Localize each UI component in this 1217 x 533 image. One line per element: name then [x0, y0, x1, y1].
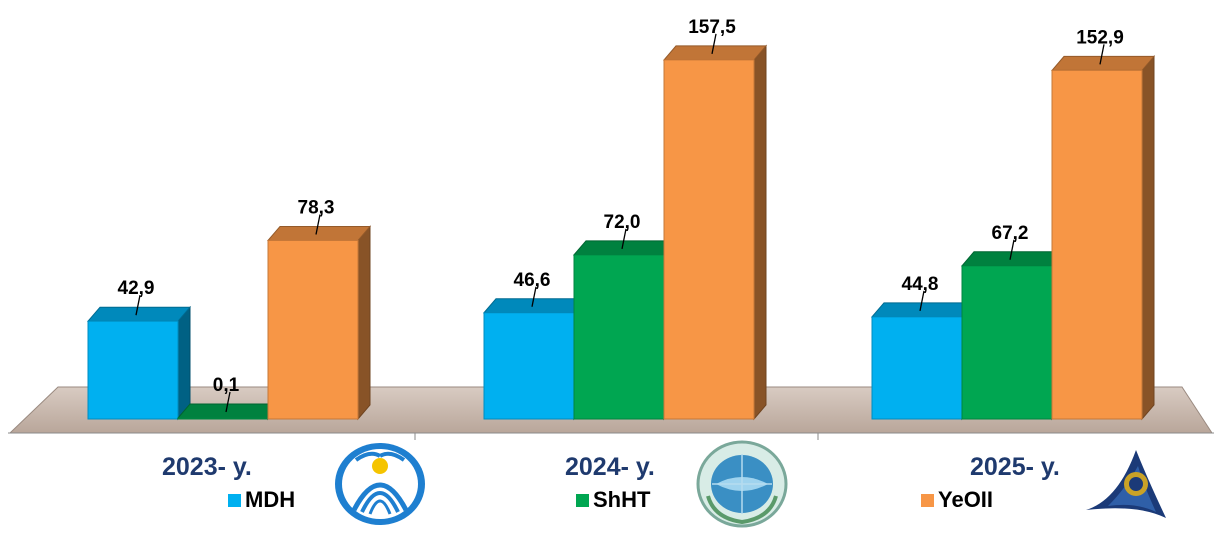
bar-side	[1141, 55, 1155, 421]
bar-top	[960, 251, 1066, 267]
bar-top	[572, 240, 678, 256]
legend-item-mdh: MDH	[228, 487, 295, 513]
data-label-mdh-2023-y-: 42,9	[118, 278, 155, 299]
bar-side	[753, 44, 767, 421]
legend-label-yeoii: YeOII	[938, 487, 994, 512]
legend-swatch-yeoii	[921, 493, 934, 507]
bar-front	[1051, 69, 1143, 420]
legend-item-yeoii: YeOII	[921, 487, 993, 513]
bar-yeoii-2023-y-	[266, 225, 372, 421]
bar-front	[871, 316, 963, 420]
data-label-leader	[315, 214, 321, 235]
data-label-leader	[1099, 44, 1105, 65]
bar-front	[961, 265, 1053, 420]
legend-label-mdh: MDH	[245, 487, 296, 512]
data-label-leader	[531, 286, 537, 307]
bar-top	[870, 302, 976, 318]
category-label-2023: 2023- y.	[162, 453, 252, 481]
bar-top	[266, 225, 372, 241]
legend-label-shht: ShHT	[593, 487, 651, 512]
data-label-mdh-2025-y-: 44,8	[902, 274, 939, 295]
cis-emblem-icon	[332, 440, 428, 528]
bar-front	[87, 320, 179, 420]
bar-top	[662, 45, 768, 61]
sco-emblem-icon	[694, 440, 790, 528]
data-label-shht-2025-y-: 67,2	[992, 223, 1029, 244]
data-label-mdh-2024-y-: 46,6	[514, 270, 551, 291]
data-label-leader	[225, 391, 231, 413]
data-label-shht-2024-y-: 72,0	[604, 212, 641, 233]
bar-yeoii-2025-y-	[1050, 55, 1156, 421]
bar-front	[177, 417, 269, 420]
legend-swatch-shht	[576, 493, 589, 507]
data-label-leader	[919, 290, 925, 311]
bar-shht-2025-y-	[960, 250, 1066, 421]
category-label-2025: 2025- y.	[970, 453, 1060, 481]
legend-swatch-mdh	[228, 493, 241, 507]
bar-front	[663, 59, 755, 420]
bar-side	[177, 305, 191, 421]
data-label-yeoii-2023-y-: 78,3	[298, 197, 335, 218]
bar-mdh-2024-y-	[482, 297, 588, 421]
category-label-2024: 2024- y.	[565, 453, 655, 481]
legend-item-shht: ShHT	[576, 487, 650, 513]
data-label-shht-2023-y-: 0,1	[213, 375, 240, 396]
bar-front	[573, 254, 665, 420]
data-label-leader	[1009, 239, 1015, 260]
bar-front	[267, 239, 359, 420]
bar-top	[176, 403, 282, 419]
bar-chart: 42,9 0,1 78,3 46,6 72,0 157,5 44,8 67,2 152,9	[8, 17, 1214, 440]
data-label-yeoii-2025-y-: 152,9	[1076, 27, 1124, 48]
bar-mdh-2023-y-	[86, 305, 192, 421]
data-label-leader	[711, 33, 717, 55]
bar-yeoii-2024-y-	[662, 44, 768, 421]
bar-front	[483, 312, 575, 420]
bar-top	[482, 298, 588, 314]
bar-shht-2024-y-	[572, 239, 678, 421]
bar-top	[86, 306, 192, 322]
bar-shht-2023-y-	[176, 402, 282, 421]
data-label-leader	[135, 295, 141, 316]
bar-mdh-2025-y-	[870, 301, 976, 421]
eaeu-emblem-icon	[1078, 440, 1174, 528]
data-label-leader	[621, 228, 627, 249]
bar-side	[357, 225, 371, 421]
data-label-yeoii-2024-y-: 157,5	[688, 17, 736, 38]
bar-top	[1050, 55, 1156, 71]
